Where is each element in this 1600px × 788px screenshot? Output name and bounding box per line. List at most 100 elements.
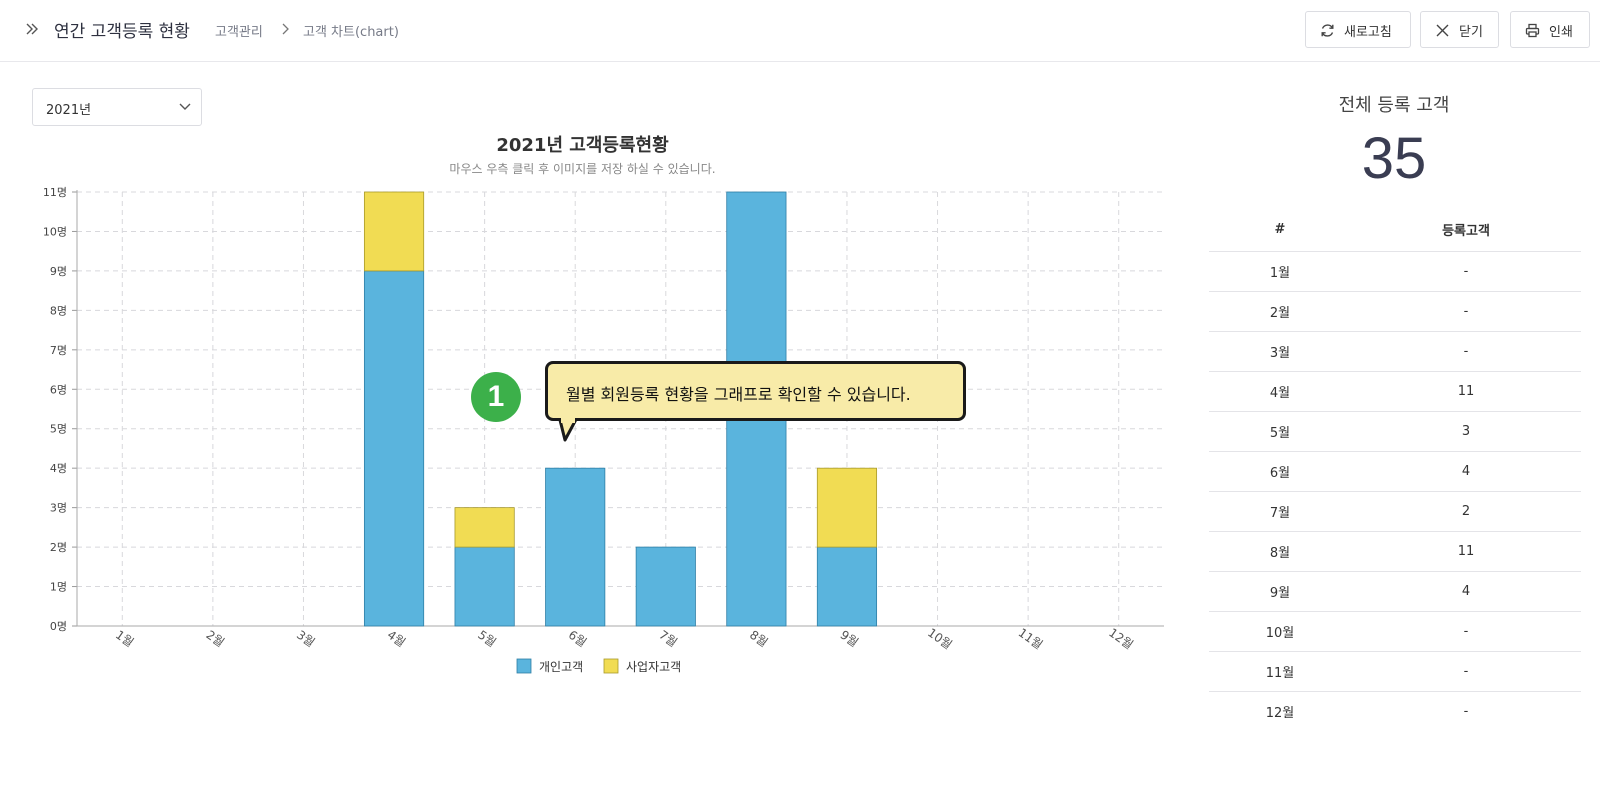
table-row: 2월 -	[1209, 291, 1581, 332]
close-icon	[1436, 24, 1449, 37]
x-tick-label: 11월	[1016, 625, 1046, 652]
close-button-label: 닫기	[1459, 25, 1483, 40]
refresh-button-label: 새로고침	[1344, 25, 1392, 40]
print-button[interactable]: 인쇄	[1510, 11, 1590, 48]
table-cell-count: 4	[1351, 451, 1581, 492]
x-tick-label: 5월	[475, 628, 498, 650]
table-cell-month: 11월	[1209, 651, 1351, 692]
total-customers-label: 전체 등록 고객	[1338, 95, 1450, 116]
legend-swatch-business	[603, 658, 619, 674]
legend-swatch-personal	[516, 658, 532, 674]
bar-business-9	[816, 467, 878, 548]
table-row: 1월 -	[1209, 251, 1581, 292]
table-cell-count: 11	[1351, 371, 1581, 412]
table-cell-month: 12월	[1265, 706, 1295, 721]
table-cell-month: 7월	[1209, 491, 1351, 532]
breadcrumb-customer-chart[interactable]: 고객 차트(chart)	[303, 25, 399, 40]
print-button-label: 인쇄	[1549, 25, 1573, 40]
table-cell-count: 4	[1351, 571, 1581, 612]
x-tick-label: 8월	[747, 628, 770, 650]
y-tick-label: 9명	[50, 265, 67, 278]
y-tick-label: 3명	[50, 502, 67, 515]
table-cell-count: 2	[1351, 491, 1581, 532]
table-header-month: #	[1209, 207, 1351, 252]
legend-label-business: 사업자고객	[626, 660, 681, 674]
chevron-down-icon	[179, 103, 191, 110]
x-tick-label: 4월	[385, 628, 408, 650]
table-cell-month: 3월	[1209, 331, 1351, 372]
legend-label-personal: 개인고객	[539, 660, 583, 674]
table-row: 6월 4	[1209, 451, 1581, 492]
close-button[interactable]: 닫기	[1420, 11, 1499, 48]
y-tick-label: 5명	[50, 423, 67, 436]
x-tick-label: 10월	[925, 625, 955, 652]
x-tick-label: 12월	[1106, 625, 1136, 652]
x-tick-label: 7월	[656, 628, 679, 650]
bar-personal-7	[635, 546, 696, 627]
y-tick-label: 11명	[43, 186, 67, 199]
table-row: 4월 11	[1209, 371, 1581, 412]
callout-tail-cover	[561, 415, 575, 423]
double-chevron-right-icon	[26, 23, 38, 35]
chart-subtitle: 마우스 우측 클릭 후 이미지를 저장 하실 수 있습니다.	[449, 162, 716, 176]
year-select[interactable]: 2021년	[32, 88, 202, 126]
callout-box: 월별 회원등록 현황을 그래프로 확인할 수 있습니다.	[545, 361, 966, 421]
x-tick-label: 1월	[113, 628, 136, 650]
table-header-count: 등록고객	[1351, 207, 1581, 252]
y-tick-label: 6명	[50, 383, 67, 396]
top-bar: 연간 고객등록 현황 고객관리 고객 차트(chart) 새로고침 닫기 인쇄	[0, 0, 1600, 62]
callout-number-badge: 1	[471, 372, 521, 422]
x-tick-label: 9월	[838, 628, 861, 650]
year-select-value: 2021년	[46, 103, 92, 118]
x-tick-label: 3월	[294, 628, 317, 650]
table-cell-count: -	[1351, 331, 1581, 372]
table-row: 11월 -	[1209, 651, 1581, 692]
y-tick-label: 2명	[50, 541, 67, 554]
table-cell-count: -	[1463, 704, 1469, 719]
y-tick-label: 0명	[50, 620, 67, 633]
bar-personal-6	[545, 467, 606, 627]
y-tick-label: 8명	[50, 304, 67, 317]
x-tick-label: 2월	[204, 628, 227, 650]
table-row: 8월 11	[1209, 531, 1581, 572]
table-cell-month: 1월	[1209, 251, 1351, 292]
page-title: 연간 고객등록 현황	[54, 22, 190, 42]
y-tick-label: 10명	[43, 225, 67, 238]
table-cell-count: 11	[1351, 531, 1581, 572]
print-icon	[1525, 23, 1540, 38]
y-tick-label: 7명	[50, 344, 67, 357]
chevron-right-icon	[282, 23, 289, 35]
refresh-button[interactable]: 새로고침	[1305, 11, 1411, 48]
bar-business-5	[454, 507, 515, 548]
table-header-row: # 등록고객	[1209, 207, 1581, 252]
table-cell-count: -	[1351, 251, 1581, 292]
breadcrumb-customer-management[interactable]: 고객관리	[215, 25, 263, 40]
y-tick-label: 1명	[50, 581, 67, 594]
table-row: 10월 -	[1209, 611, 1581, 652]
table-row: 5월 3	[1209, 411, 1581, 452]
table-cell-month: 5월	[1209, 411, 1351, 452]
table-row: 7월 2	[1209, 491, 1581, 532]
table-cell-month: 4월	[1209, 371, 1351, 412]
table-row: 3월 -	[1209, 331, 1581, 372]
table-cell-count: 3	[1351, 411, 1581, 452]
table-cell-month: 6월	[1209, 451, 1351, 492]
x-tick-label: 6월	[566, 628, 589, 650]
callout-text: 월별 회원등록 현황을 그래프로 확인할 수 있습니다.	[566, 385, 911, 404]
table-cell-month: 2월	[1209, 291, 1351, 332]
bar-personal-5	[454, 546, 515, 627]
table-cell-month: 8월	[1209, 531, 1351, 572]
table-cell-month: 9월	[1209, 571, 1351, 612]
refresh-icon	[1321, 24, 1334, 37]
bar-personal-9	[816, 546, 878, 627]
monthly-table: # 등록고객 1월 -2월 -3월 -4월 11 5월 3 6월 4 7월 2 8월 11 9월 4 10월 -…	[1209, 207, 1581, 731]
table-cell-count: -	[1351, 651, 1581, 692]
table-cell-count: -	[1351, 291, 1581, 332]
total-customers-value: 35	[1361, 126, 1427, 191]
table-cell-count: -	[1351, 611, 1581, 652]
table-cell-month: 10월	[1209, 611, 1351, 652]
bar-personal-4	[363, 270, 425, 627]
bar-chart: 0명 1명 2명 3명 4명 5명 6명 7명 8명 9명 10명 11명 1월 2월 3월 4월 5월 6월 7월…	[43, 186, 1164, 674]
bar-business-4	[363, 191, 425, 272]
y-tick-label: 4명	[50, 462, 67, 475]
